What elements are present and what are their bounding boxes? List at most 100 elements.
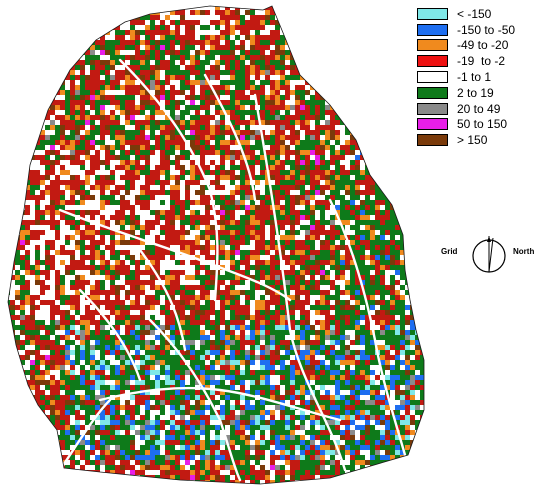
raster-cell [180,220,185,225]
raster-cell [95,340,100,345]
raster-cell [15,150,20,155]
raster-cell [70,290,75,295]
raster-cell [65,165,70,170]
raster-cell [50,230,55,235]
raster-cell [280,95,285,100]
raster-cell [360,325,365,330]
raster-cell [415,185,420,190]
raster-cell [425,200,430,205]
raster-cell [75,400,80,405]
raster-cell [260,195,265,200]
raster-cell [180,120,185,125]
raster-cell [125,235,130,240]
raster-cell [8,380,10,385]
raster-cell [370,195,375,200]
raster-cell [60,225,65,230]
raster-cell [275,45,280,50]
raster-cell [410,295,415,300]
raster-cell [50,120,55,125]
raster-cell [185,110,190,115]
raster-cell [185,270,190,275]
raster-cell [150,20,155,25]
raster-cell [130,365,135,370]
raster-cell [275,405,280,410]
raster-cell [330,30,335,35]
raster-cell [245,320,250,325]
raster-cell [50,10,55,15]
raster-cell [305,355,310,360]
raster-cell [110,210,115,215]
raster-cell [245,235,250,240]
raster-cell [340,130,345,135]
raster-cell [45,345,50,350]
raster-cell [105,265,110,270]
raster-cell [400,150,405,155]
raster-cell [380,140,385,145]
raster-cell [200,100,205,105]
raster-cell [195,95,200,100]
raster-cell [110,360,115,365]
raster-cell [130,120,135,125]
raster-cell [375,360,380,365]
raster-cell [410,380,415,385]
raster-cell [420,275,424,280]
raster-cell [315,65,320,70]
raster-cell [100,60,105,65]
raster-cell [165,190,170,195]
raster-cell [230,345,235,350]
raster-cell [230,300,235,305]
raster-cell [290,275,295,280]
raster-cell [330,260,335,265]
raster-cell [315,355,320,360]
raster-cell [300,205,305,210]
raster-cell [200,6,205,10]
raster-cell [230,50,235,55]
raster-cell [80,240,85,245]
raster-cell [325,145,330,150]
raster-cell [370,400,375,405]
raster-cell [410,140,415,145]
raster-cell [45,305,50,310]
raster-cell [250,310,255,315]
raster-cell [235,85,240,90]
raster-cell [0,275,5,280]
raster-cell [370,345,375,350]
raster-cell [295,50,300,55]
raster-cell [305,350,310,355]
raster-cell [260,340,265,345]
raster-cell [210,165,215,170]
raster-cell [280,125,285,130]
raster-cell [410,325,415,330]
raster-cell [180,365,185,370]
raster-cell [105,230,110,235]
raster-cell [430,260,435,265]
raster-cell [145,125,150,130]
raster-cell [80,140,85,145]
raster-cell [425,160,430,165]
region-fill [0,6,440,484]
raster-cell [425,335,430,340]
raster-cell [115,170,120,175]
raster-cell [110,280,115,285]
raster-cell [110,115,115,120]
raster-cell [355,285,360,290]
raster-cell [145,25,150,30]
raster-cell [60,325,65,330]
raster-cell [20,20,25,25]
raster-cell [325,270,330,275]
raster-cell [245,45,250,50]
raster-cell [8,65,10,70]
raster-cell [435,175,440,180]
raster-cell [415,315,420,320]
raster-cell [375,295,380,300]
raster-cell [275,275,280,280]
raster-cell [245,315,250,320]
raster-cell [175,365,180,370]
raster-cell [115,115,120,120]
raster-cell [110,375,115,380]
raster-cell [355,165,360,170]
raster-cell [75,170,80,175]
raster-cell [225,85,230,90]
raster-cell [190,115,195,120]
raster-cell [40,380,45,385]
